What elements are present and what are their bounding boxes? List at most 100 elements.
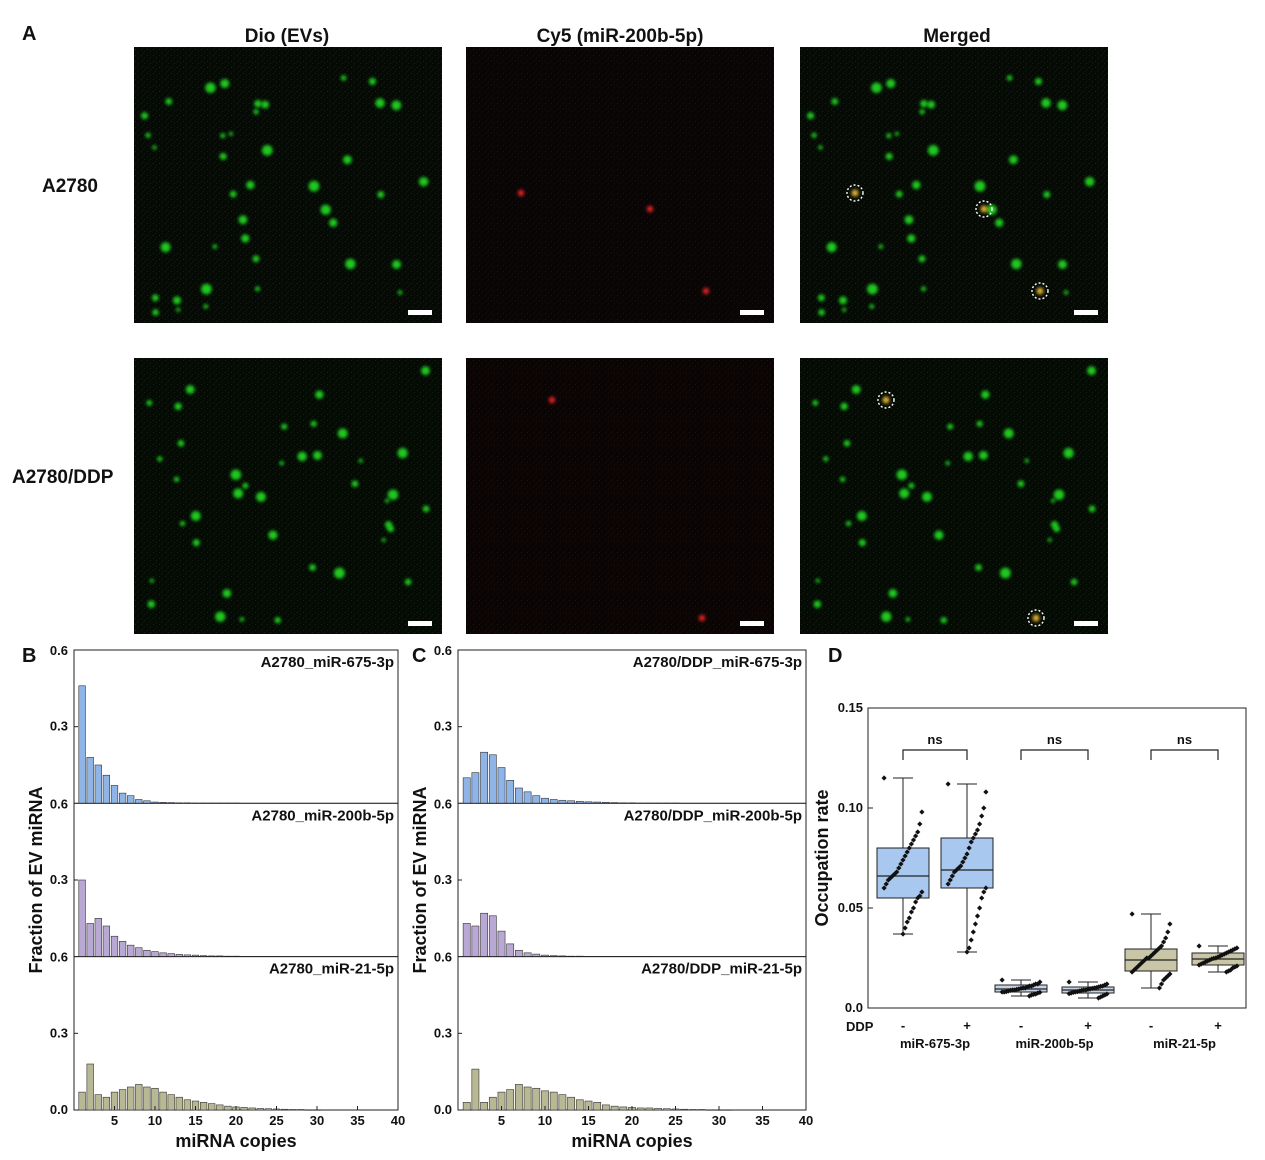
histogram-bar [506,1089,515,1111]
ev-spot [1087,366,1096,376]
ev-spot [815,578,820,583]
ev-spot [896,469,908,481]
ev-spot [1070,578,1078,586]
ev-spot [421,366,430,376]
ev-spot [1009,155,1018,165]
subplot-frame [73,956,399,1111]
image-background [466,358,774,634]
histogram-subplot-1: A2780/DDP_miR-675-3p 0.3 0.6 [434,643,807,804]
ev-spot [149,578,154,583]
ev-spot [927,144,939,156]
ev-spot [203,304,209,309]
histogram-bar [102,774,111,804]
significance-bracket [1020,749,1089,760]
data-point [902,925,908,931]
data-point [1167,921,1173,927]
ev-spot [141,112,149,120]
ev-spot [185,385,195,394]
data-point [981,889,987,895]
histogram-bar [78,685,86,804]
row-title-a2780: A2780 [42,176,98,197]
panel-a-microscopy: Dio (EVs) Cy5 (miR-200b-5p) Merged A2780… [12,26,1108,634]
scale-bar [1074,310,1098,315]
ev-spot [418,176,429,187]
ev-spot [173,476,180,483]
histogram-subplot-1: A2780_miR-675-3p 0.3 0.6 [50,643,399,804]
y-axis-title: Fraction of EV miRNA [26,786,46,973]
ev-spot [886,133,892,139]
histogram-bar [110,935,119,957]
data-point [1204,958,1211,964]
panel-label-c: C [412,645,426,667]
histogram-bar [488,1096,497,1111]
histogram-bar [593,1102,602,1111]
ev-spot [999,567,1011,579]
boxplot-plus [1191,943,1245,975]
histogram-bar [118,941,127,957]
histogram-bar [480,751,488,804]
ev-spot [268,530,278,540]
mirna-spot [646,205,654,213]
micro-image-r0-c1 [466,47,774,323]
y-tick-label: 0.6 [434,643,452,658]
histogram-bar [480,1102,488,1111]
histogram-bar [256,1108,264,1111]
data-point [999,977,1005,983]
ev-spot [145,132,151,138]
ev-spot [818,145,823,150]
boxplot-minus [876,775,930,937]
histogram-bar [110,785,119,804]
data-point [960,859,966,865]
ev-spot [1043,191,1051,199]
scale-bar [408,621,432,626]
panel-c-histograms: A2780/DDP_miR-675-3p0.30.6 A2780/DDP_miR-… [410,643,813,1151]
y-tick-label: 0.05 [838,900,863,915]
ev-spot [310,420,317,427]
data-point [887,875,893,881]
panel-label-a: A [22,23,36,45]
histogram-bar [636,1107,645,1111]
data-point [977,821,983,827]
ev-spot [358,458,363,463]
ev-spot [219,152,227,160]
ev-spot [1084,176,1095,187]
micro-image-r0-c0 [134,47,442,323]
ev-spot [1058,260,1067,269]
histogram-bar [183,1099,192,1111]
ev-spot [387,525,395,533]
histogram-bar [199,1102,208,1111]
histogram-bar [78,879,86,957]
histogram-bar [619,1106,628,1111]
histogram-bar [175,1096,183,1111]
ev-spot [274,617,281,624]
data-point [1196,962,1202,968]
ev-spot [1041,98,1051,108]
histogram-bar [523,791,532,804]
x-tick-label: 40 [391,1113,405,1128]
ev-spot [1050,498,1056,503]
ev-spot [179,520,186,527]
histogram-bar [471,925,480,957]
ev-spot [1063,290,1069,295]
ev-spot [256,491,266,502]
ddp-sign-minus: - [1149,1018,1153,1033]
y-tick-label: 0.0 [50,1102,68,1117]
micro-image-r0-c2 [800,47,1108,323]
coloc-circle-marker [877,391,895,409]
data-point [962,855,968,861]
data-point [1161,977,1167,983]
data-point [974,827,981,833]
ev-spot [387,489,399,501]
ev-spot [368,77,377,86]
data-point [1225,949,1232,955]
ev-spot [807,112,815,120]
histogram-bar [462,777,471,804]
data-point [977,905,983,911]
data-point [966,945,972,951]
y-tick-label: 0.10 [838,800,863,815]
subplot-title: A2780/DDP_miR-21-5p [641,961,802,978]
ev-spot [146,400,153,406]
ev-spot [934,530,944,540]
ev-spot [157,456,163,462]
x-tick-label: 25 [269,1113,283,1128]
